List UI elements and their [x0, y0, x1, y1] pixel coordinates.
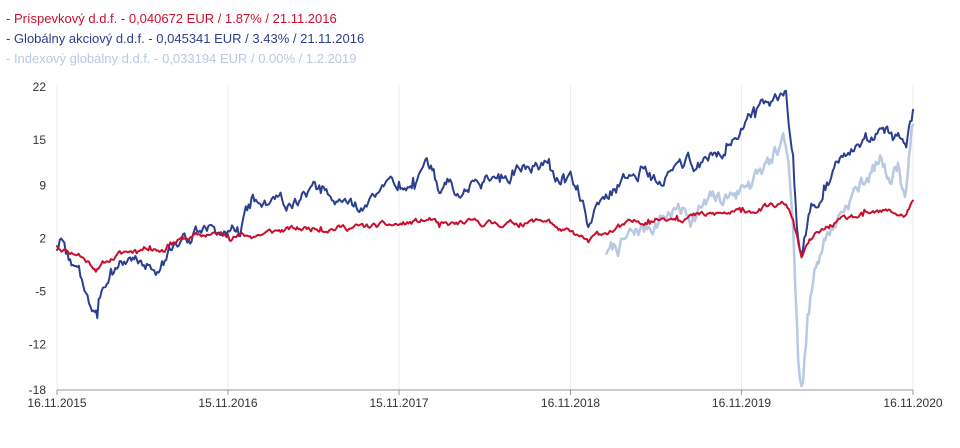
- series-line-prispevkovy: [56, 199, 914, 273]
- y-tick-label: 22: [33, 80, 47, 94]
- x-tick-label: 15.11.2017: [369, 396, 428, 410]
- series-line-globalny-akciovy: [56, 89, 914, 319]
- series-line-indexovy-globalny: [605, 123, 915, 388]
- y-axis: 22 15 9 2 -5 -12 -18: [29, 80, 47, 397]
- x-tick-label: 16.11.2018: [541, 396, 600, 410]
- x-tick-label: 15.11.2016: [198, 396, 257, 410]
- y-tick-label: 2: [39, 232, 46, 246]
- x-tick-label: 16.11.2019: [712, 396, 771, 410]
- y-tick-label: -18: [29, 383, 47, 397]
- legend-item-prispevkovy[interactable]: - Príspevkový d.d.f. - 0,040672 EUR / 1.…: [6, 11, 337, 26]
- chart-legend: - Príspevkový d.d.f. - 0,040672 EUR / 1.…: [6, 9, 364, 69]
- x-axis: 16.11.2015 15.11.2016 15.11.2017 16.11.2018…: [27, 389, 943, 410]
- x-tick-label: 16.11.2020: [883, 396, 942, 410]
- y-tick-label: -12: [29, 338, 47, 352]
- legend-item-indexovy-globalny[interactable]: - Indexový globálny d.d.f. - 0,033194 EU…: [6, 51, 357, 66]
- chart-series: [56, 89, 915, 388]
- x-tick-label: 16.11.2015: [27, 396, 86, 410]
- legend-item-globalny-akciovy[interactable]: - Globálny akciový d.d.f. - 0,045341 EUR…: [6, 31, 365, 46]
- y-tick-label: 15: [33, 133, 47, 147]
- y-tick-label: -5: [35, 285, 46, 299]
- y-tick-label: 9: [39, 178, 46, 192]
